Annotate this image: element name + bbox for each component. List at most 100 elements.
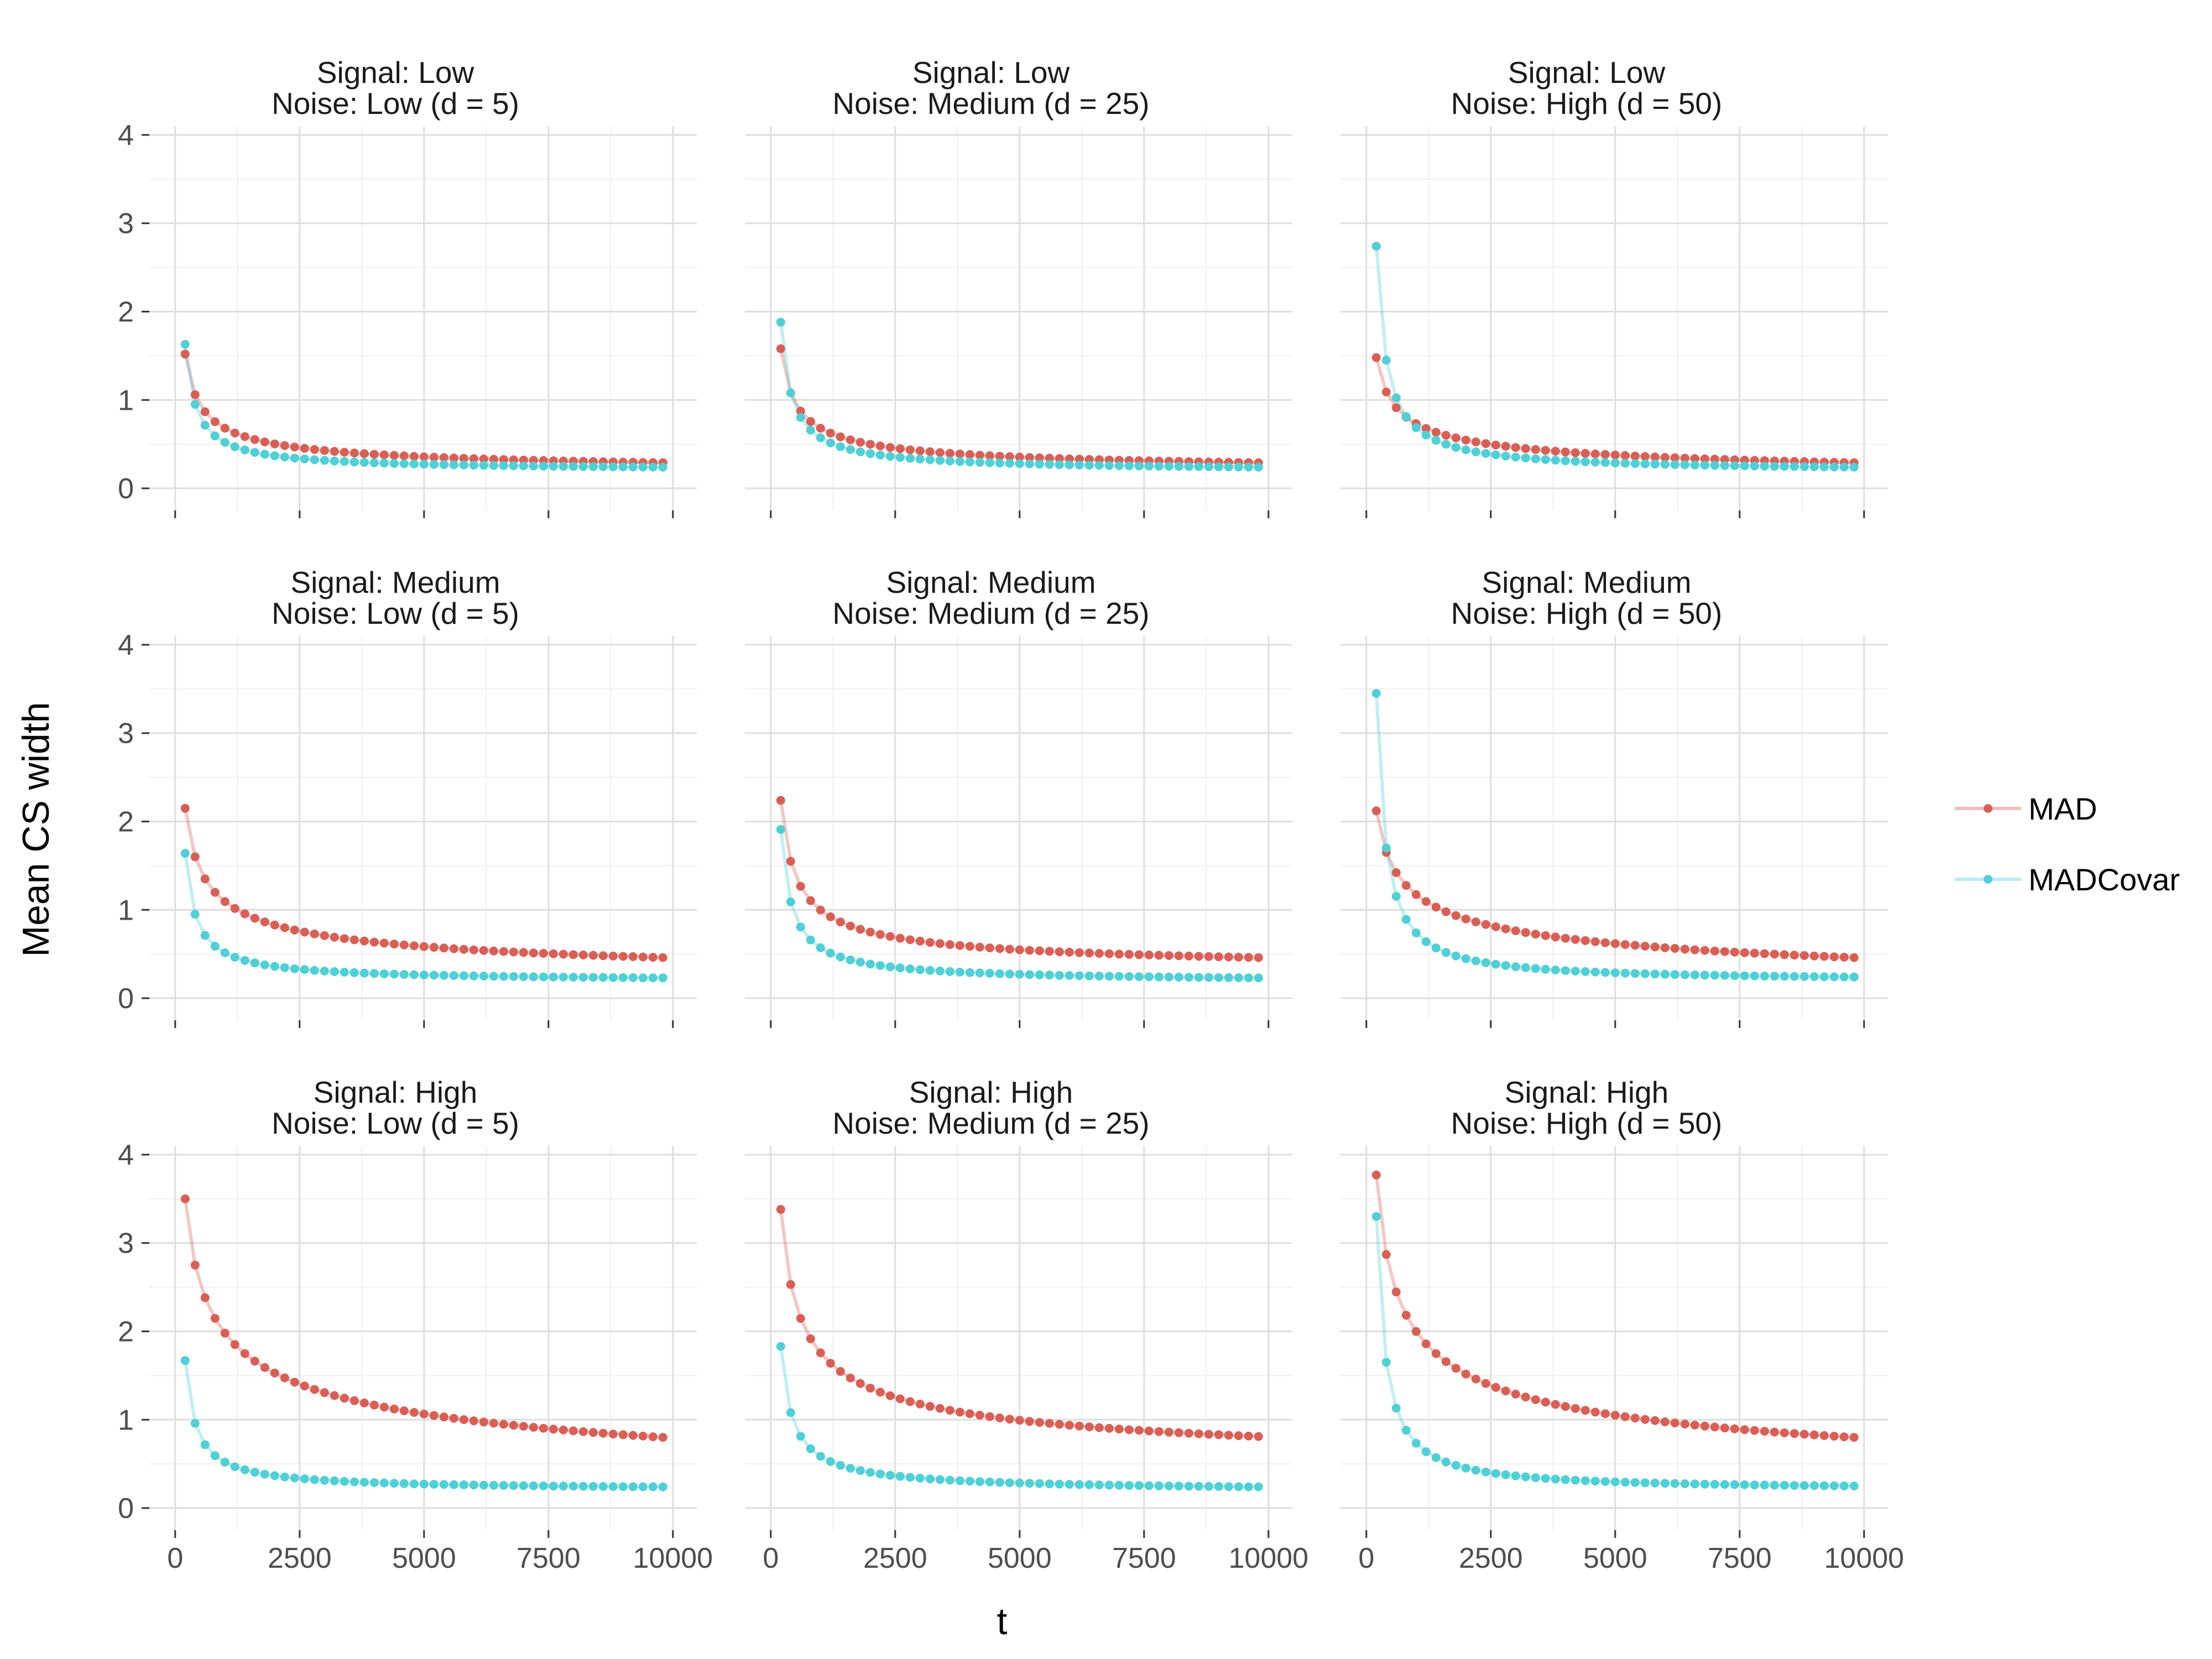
data-point-madcovar <box>1819 1481 1829 1490</box>
data-point-mad <box>260 1363 269 1372</box>
data-point-mad <box>369 1400 379 1410</box>
data-point-mad <box>935 448 945 457</box>
data-point-madcovar <box>1790 1481 1799 1490</box>
data-point-mad <box>310 929 319 938</box>
data-point-mad <box>489 946 498 956</box>
data-point-mad <box>1065 1421 1074 1430</box>
data-point-madcovar <box>955 967 964 977</box>
data-point-mad <box>895 933 905 943</box>
data-point-madcovar <box>1511 1471 1520 1480</box>
data-point-mad <box>1849 953 1859 962</box>
data-point-madcovar <box>310 455 319 465</box>
data-point-mad <box>250 435 259 444</box>
data-point-madcovar <box>409 460 419 468</box>
data-point-mad <box>975 942 984 952</box>
data-point-madcovar <box>1244 462 1253 472</box>
data-point-mad <box>559 950 568 959</box>
data-point-madcovar <box>399 1479 409 1488</box>
data-point-madcovar <box>1660 969 1670 979</box>
data-point-mad <box>638 1431 648 1441</box>
data-point-mad <box>1680 945 1689 954</box>
data-point-mad <box>359 1399 369 1407</box>
data-point-madcovar <box>1620 968 1630 978</box>
data-point-mad <box>1015 452 1024 462</box>
data-point-madcovar <box>250 448 259 457</box>
data-point-madcovar <box>945 967 954 976</box>
data-point-madcovar <box>935 456 945 465</box>
data-point-mad <box>200 874 210 884</box>
data-point-mad <box>915 936 925 946</box>
data-point-madcovar <box>1431 436 1441 445</box>
data-point-mad <box>1710 946 1719 956</box>
data-point-mad <box>796 881 805 891</box>
data-point-madcovar <box>369 1478 379 1487</box>
x-tick-label: 7500 <box>517 1542 581 1574</box>
data-point-madcovar <box>429 971 439 980</box>
data-point-madcovar <box>509 1481 518 1490</box>
data-point-madcovar <box>598 973 608 982</box>
data-point-mad <box>220 897 229 906</box>
data-point-mad <box>1690 945 1699 954</box>
data-point-mad <box>439 943 448 953</box>
data-point-mad <box>995 451 1004 461</box>
data-point-mad <box>409 1408 419 1417</box>
data-point-mad <box>320 446 329 455</box>
data-point-mad <box>1640 942 1650 951</box>
data-point-mad <box>608 951 618 961</box>
data-point-madcovar <box>935 1475 945 1484</box>
data-point-mad <box>1164 951 1173 960</box>
data-point-mad <box>1234 952 1243 962</box>
data-point-madcovar <box>1124 972 1134 981</box>
data-point-mad <box>1760 949 1769 958</box>
data-point-mad <box>190 390 200 399</box>
data-point-madcovar <box>1610 1477 1620 1486</box>
data-point-madcovar <box>290 453 299 463</box>
data-point-madcovar <box>846 955 855 964</box>
data-point-madcovar <box>975 458 984 467</box>
data-point-mad <box>1501 1386 1510 1396</box>
data-point-madcovar <box>1421 430 1431 440</box>
data-point-madcovar <box>1680 1479 1689 1488</box>
data-point-mad <box>1074 948 1084 957</box>
data-point-mad <box>1254 1432 1263 1441</box>
data-point-madcovar <box>1254 973 1263 983</box>
data-point-mad <box>1700 454 1709 463</box>
data-point-madcovar <box>796 413 805 422</box>
data-point-mad <box>846 1373 855 1383</box>
data-point-mad <box>1541 446 1550 455</box>
data-point-mad <box>230 1340 239 1349</box>
data-point-madcovar <box>1819 972 1829 982</box>
data-point-madcovar <box>935 966 945 975</box>
data-point-mad <box>409 452 419 461</box>
data-point-mad <box>349 1396 359 1405</box>
data-point-madcovar <box>1234 1482 1243 1491</box>
data-point-mad <box>240 909 249 919</box>
data-point-madcovar <box>1849 972 1859 982</box>
data-point-mad <box>1630 451 1640 461</box>
data-point-mad <box>1780 1428 1789 1437</box>
data-point-mad <box>915 446 925 456</box>
data-point-mad <box>340 1394 349 1403</box>
data-point-madcovar <box>1005 458 1014 468</box>
data-point-madcovar <box>1700 971 1709 980</box>
data-point-madcovar <box>796 922 805 932</box>
data-point-madcovar <box>1710 1480 1719 1489</box>
data-point-madcovar <box>260 960 269 969</box>
data-point-madcovar <box>409 1479 419 1489</box>
data-point-madcovar <box>1760 1480 1769 1490</box>
data-point-madcovar <box>1194 973 1203 982</box>
data-point-mad <box>1015 945 1024 954</box>
data-point-mad <box>786 857 795 866</box>
data-point-mad <box>1799 1430 1809 1439</box>
data-point-mad <box>529 1423 538 1432</box>
data-point-mad <box>359 449 369 458</box>
data-point-mad <box>1491 440 1500 450</box>
data-point-mad <box>1421 1339 1431 1349</box>
data-point-madcovar <box>628 973 638 982</box>
data-point-mad <box>855 1379 865 1388</box>
data-point-madcovar <box>1204 973 1213 982</box>
y-tick-label: 2 <box>118 806 134 838</box>
data-point-madcovar <box>648 1482 658 1491</box>
data-point-madcovar <box>439 1480 448 1489</box>
data-point-mad <box>1630 1413 1640 1423</box>
